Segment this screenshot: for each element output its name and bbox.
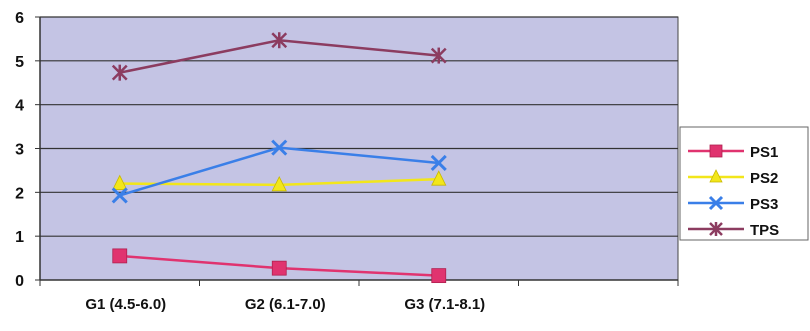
legend-label: PS2 <box>750 170 778 187</box>
data-point <box>708 195 724 211</box>
data-point <box>111 187 128 204</box>
axes <box>35 16 679 286</box>
y-tick-label: 4 <box>15 98 24 115</box>
data-point <box>271 32 288 49</box>
data-point-stroke <box>271 139 288 156</box>
x-tick-labels: G1 (4.5-6.0) G2 (6.1-7.0) G3 (7.1-8.1) <box>85 296 485 313</box>
y-tick-labels: 0 1 2 3 4 5 6 <box>15 10 24 290</box>
data-point-stroke <box>111 187 128 204</box>
data-point-stroke <box>708 195 724 211</box>
y-tick-label: 5 <box>15 54 24 71</box>
y-tick-label: 6 <box>15 10 24 27</box>
series-ps1 <box>112 248 447 284</box>
legend-label: PS1 <box>750 144 778 161</box>
data-point-stroke <box>430 154 447 172</box>
legend-box <box>679 126 809 241</box>
data-point <box>431 170 447 186</box>
x-tick-label: G3 (7.1-8.1) <box>404 296 485 313</box>
legend-item-ps3: PS3 <box>688 195 778 213</box>
series-ps3 <box>111 139 447 204</box>
data-point <box>271 175 287 192</box>
data-point <box>112 248 128 264</box>
legend-label: PS3 <box>750 196 778 213</box>
legend-item-tps: TPS <box>688 222 779 239</box>
data-point <box>430 154 447 172</box>
data-point <box>112 174 128 190</box>
legend-item-ps2: PS2 <box>688 169 778 187</box>
y-tick-label: 2 <box>15 185 24 202</box>
y-tick-label: 3 <box>15 142 24 159</box>
data-point <box>709 222 723 236</box>
series-tps <box>111 32 447 81</box>
legend-item-ps1: PS1 <box>688 144 778 161</box>
data-point <box>271 139 288 156</box>
data-point <box>709 169 723 183</box>
series-ps2 <box>112 170 447 192</box>
y-tick-label: 0 <box>15 273 24 290</box>
legend: PS1 PS2 PS3 TPS <box>679 126 809 241</box>
data-point <box>271 260 287 276</box>
x-tick-label: G1 (4.5-6.0) <box>85 296 166 313</box>
x-tick-label: G2 (6.1-7.0) <box>245 296 326 313</box>
gridlines <box>40 16 678 237</box>
data-point <box>709 144 723 158</box>
data-point <box>111 64 128 81</box>
data-point <box>430 47 447 64</box>
legend-label: TPS <box>750 222 779 239</box>
y-tick-label: 1 <box>15 229 24 246</box>
series-group <box>111 32 447 284</box>
data-point <box>431 268 447 284</box>
